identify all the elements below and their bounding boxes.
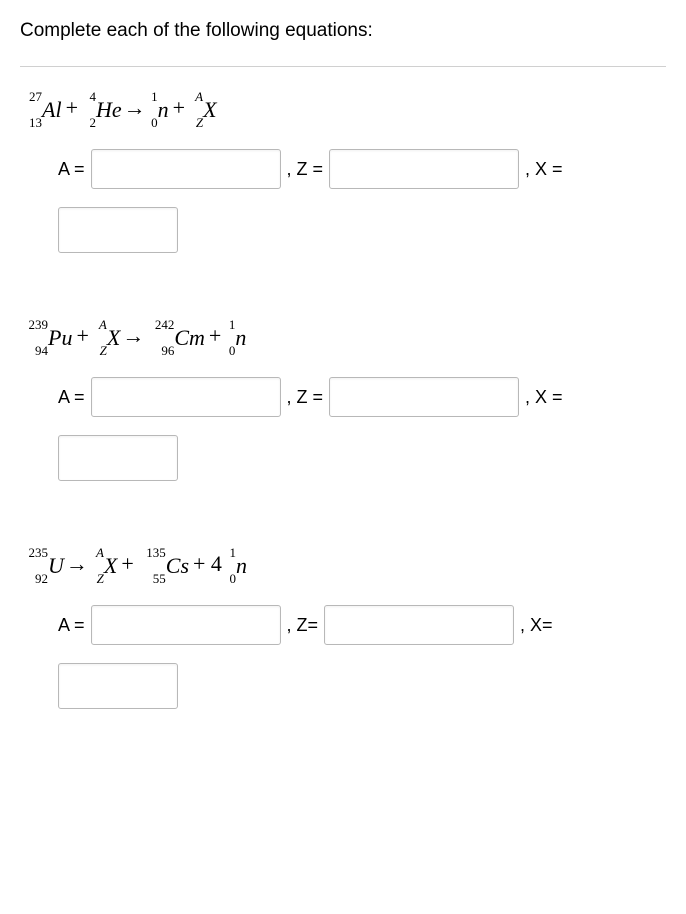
atomic-number: 96	[146, 343, 174, 359]
element-symbol: He	[96, 97, 122, 123]
mass-number: 1	[226, 545, 236, 561]
label-z: , Z=	[287, 615, 319, 636]
mass-number: A	[93, 317, 107, 333]
mass-number: 4	[82, 89, 96, 105]
problem: 23592U→ AZX +13555Cs+ 4 10n A = , Z= , X=	[20, 551, 666, 709]
atomic-number: 13	[20, 115, 42, 131]
input-z[interactable]	[329, 377, 519, 417]
atomic-number: 0	[226, 571, 236, 587]
operator: +	[173, 95, 185, 121]
nuclide-term: 23592U	[48, 553, 64, 579]
label-a: A =	[58, 615, 85, 636]
operator: +	[76, 323, 88, 349]
input-a[interactable]	[91, 149, 281, 189]
atomic-number: Z	[189, 115, 203, 131]
nuclide-term: 10n	[235, 325, 246, 351]
mass-number: 242	[146, 317, 174, 333]
element-symbol: X	[107, 325, 120, 351]
operator: +	[209, 323, 221, 349]
input-x[interactable]	[58, 207, 178, 253]
answer-row-2	[58, 203, 666, 253]
nuclide-term: AZX	[203, 97, 216, 123]
arrow-icon: →	[66, 551, 88, 577]
atomic-number: Z	[93, 343, 107, 359]
answer-row: A = , Z= , X=	[58, 605, 666, 645]
atomic-number: 92	[20, 571, 48, 587]
answer-row-2	[58, 659, 666, 709]
equation: 23994Pu+AZX→24296Cm+10n	[20, 323, 666, 355]
operator: + 4	[193, 551, 222, 577]
element-symbol: Pu	[48, 325, 72, 351]
atomic-number: 2	[82, 115, 96, 131]
input-z[interactable]	[324, 605, 514, 645]
mass-number: 1	[225, 317, 235, 333]
mass-number: 135	[138, 545, 166, 561]
nuclide-term: 23994Pu	[48, 325, 72, 351]
element-symbol: X	[104, 553, 117, 579]
nuclide-term: 42He	[96, 97, 122, 123]
input-a[interactable]	[91, 605, 281, 645]
nuclide-term: 10n	[236, 553, 247, 579]
atomic-number: 94	[20, 343, 48, 359]
operator: +	[66, 95, 78, 121]
input-z[interactable]	[329, 149, 519, 189]
mass-number: 235	[20, 545, 48, 561]
arrow-icon: →	[124, 95, 146, 121]
nuclide-term: 13555Cs	[166, 553, 189, 579]
nuclide-term: AZX	[107, 325, 120, 351]
nuclide-term: 24296Cm	[174, 325, 205, 351]
element-symbol: Al	[42, 97, 62, 123]
equation: 2713Al+42He→10n+AZX	[20, 95, 666, 127]
nuclide-term: 10n	[158, 97, 169, 123]
input-a[interactable]	[91, 377, 281, 417]
mass-number: 27	[20, 89, 42, 105]
element-symbol: Cm	[174, 325, 205, 351]
element-symbol: n	[236, 553, 247, 579]
mass-number: A	[90, 545, 104, 561]
element-symbol: X	[203, 97, 216, 123]
page-heading: Complete each of the following equations…	[20, 20, 666, 67]
answer-row-2	[58, 431, 666, 481]
atomic-number: Z	[90, 571, 104, 587]
problem: 2713Al+42He→10n+AZXA =, Z =, X =	[20, 95, 666, 253]
answer-row: A = , Z = , X =	[58, 149, 666, 189]
input-x[interactable]	[58, 435, 178, 481]
operator: +	[121, 551, 133, 577]
label-a: A =	[58, 159, 85, 180]
arrow-icon: →	[122, 323, 144, 349]
label-z: , Z =	[287, 159, 324, 180]
label-x: , X =	[525, 159, 563, 180]
atomic-number: 0	[225, 343, 235, 359]
atomic-number: 0	[148, 115, 158, 131]
answer-row: A = , Z = , X =	[58, 377, 666, 417]
element-symbol: Cs	[166, 553, 189, 579]
mass-number: 239	[20, 317, 48, 333]
nuclide-term: AZX	[104, 553, 117, 579]
label-x: , X =	[525, 387, 563, 408]
input-x[interactable]	[58, 663, 178, 709]
element-symbol: n	[158, 97, 169, 123]
problem: 23994Pu+AZX→24296Cm+10nA =, Z =, X =	[20, 323, 666, 481]
element-symbol: n	[235, 325, 246, 351]
equation: 23592U→ AZX +13555Cs+ 4 10n	[20, 551, 666, 583]
mass-number: A	[189, 89, 203, 105]
label-a: A =	[58, 387, 85, 408]
mass-number: 1	[148, 89, 158, 105]
atomic-number: 55	[138, 571, 166, 587]
label-x: , X=	[520, 615, 553, 636]
nuclide-term: 2713Al	[42, 97, 62, 123]
element-symbol: U	[48, 553, 64, 579]
label-z: , Z =	[287, 387, 324, 408]
